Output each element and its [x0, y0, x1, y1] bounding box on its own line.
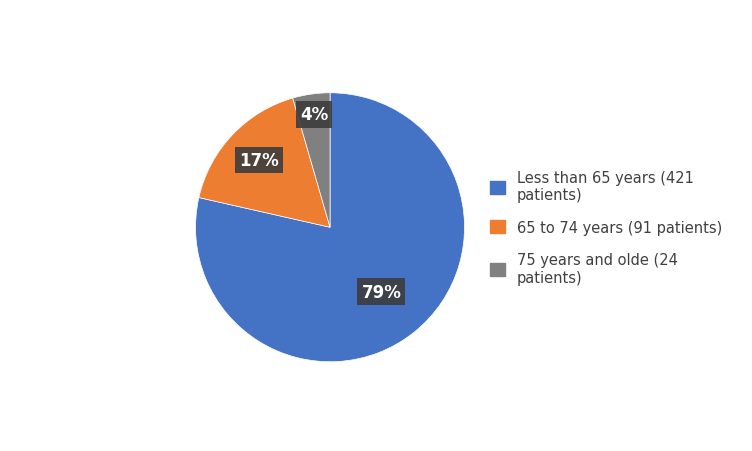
Text: 17%: 17%: [239, 152, 278, 170]
Text: 79%: 79%: [362, 283, 402, 301]
Wedge shape: [196, 94, 465, 362]
Text: 4%: 4%: [300, 106, 328, 124]
Legend: Less than 65 years (421
patients), 65 to 74 years (91 patients), 75 years and ol: Less than 65 years (421 patients), 65 to…: [484, 163, 729, 292]
Wedge shape: [199, 99, 330, 228]
Wedge shape: [293, 94, 330, 228]
